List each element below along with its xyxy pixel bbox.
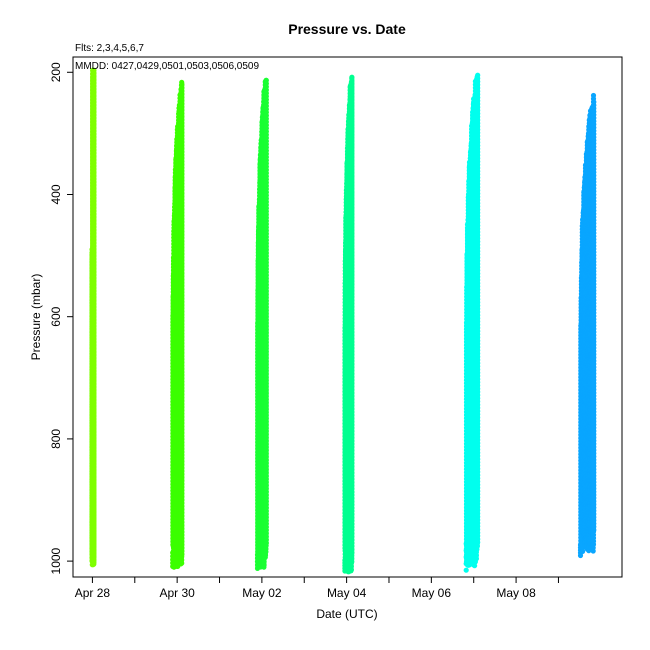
series-flight-2 <box>89 67 97 568</box>
data-points-layer <box>89 67 597 575</box>
